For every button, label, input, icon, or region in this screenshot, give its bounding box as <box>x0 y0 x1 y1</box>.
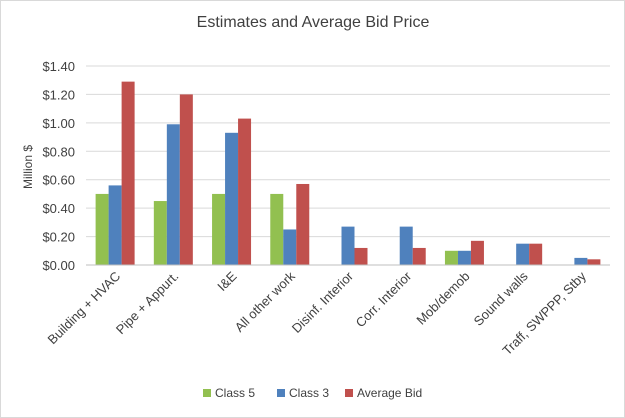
bar-class-3-building-hvac <box>108 185 122 265</box>
bar-class-3-disinf-interior <box>341 226 355 265</box>
bar-class-5-pipe-appurt <box>153 201 167 265</box>
bar-class-5-i-e <box>212 193 226 265</box>
legend-swatch-average-bid <box>345 389 353 397</box>
bar-average-bid-disinf-interior <box>354 247 368 265</box>
bar-class-5-all-other-work <box>270 193 284 265</box>
y-tick-label: $1.20 <box>42 87 75 102</box>
y-axis-label: Million $ <box>21 145 35 189</box>
legend-swatch-class-3 <box>277 389 285 397</box>
bar-class-3-corr-interior <box>399 226 413 265</box>
bar-average-bid-mob-demob <box>470 240 484 265</box>
y-tick-label: $0.20 <box>42 230 75 245</box>
bar-class-3-all-other-work <box>283 229 297 265</box>
legend-label-class-5: Class 5 <box>215 386 255 400</box>
y-tick-label: $0.00 <box>42 258 75 273</box>
bar-class-3-sound-walls <box>516 243 530 265</box>
bar-class-5-building-hvac <box>95 193 109 265</box>
y-tick-label: $0.80 <box>42 144 75 159</box>
bar-class-3-pipe-appurt <box>166 124 180 266</box>
y-tick-label: $0.60 <box>42 173 75 188</box>
legend-label-average-bid: Average Bid <box>357 386 422 400</box>
bar-class-3-mob-demob <box>457 250 471 265</box>
bar-average-bid-corr-interior <box>412 247 426 265</box>
y-tick-labels: $0.00 $0.20 $0.40 $0.60 $0.80 $1.00 $1.20 $1.40 <box>42 59 75 273</box>
bar-average-bid-sound-walls <box>529 243 543 265</box>
legend: Class 5 Class 3 Average Bid <box>203 386 422 400</box>
bar-class-5-mob-demob <box>444 250 458 265</box>
bar-average-bid-all-other-work <box>296 183 310 265</box>
bar-average-bid-building-hvac <box>121 81 135 265</box>
y-tick-label: $1.00 <box>42 116 75 131</box>
bar-average-bid-pipe-appurt <box>179 94 193 265</box>
chart-title: Estimates and Average Bid Price <box>197 14 430 31</box>
legend-label-class-3: Class 3 <box>289 386 329 400</box>
bar-average-bid-traff-swppp-stby <box>587 259 601 265</box>
y-tick-label: $0.40 <box>42 201 75 216</box>
bar-average-bid-i-e <box>238 118 252 265</box>
y-tick-label: $1.40 <box>42 59 75 74</box>
legend-swatch-class-5 <box>203 389 211 397</box>
bar-class-3-i-e <box>225 132 239 265</box>
bars <box>95 81 601 266</box>
bar-class-3-traff-swppp-stby <box>574 257 588 265</box>
